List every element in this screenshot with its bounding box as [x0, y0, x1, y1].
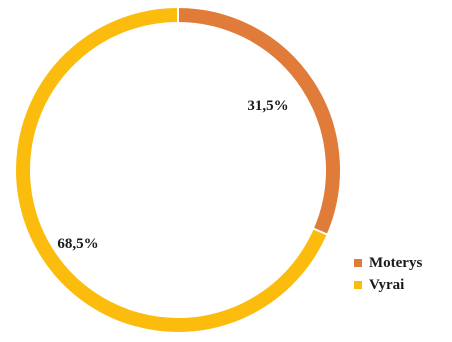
legend-swatch-vyrai: [354, 281, 362, 289]
legend-label-vyrai: Vyrai: [369, 276, 405, 293]
data-labels: 31,5% 68,5%: [57, 98, 288, 252]
legend-label-moterys: Moterys: [369, 254, 423, 271]
legend: Moterys Vyrai: [354, 253, 422, 295]
legend-item-vyrai: Vyrai: [354, 275, 422, 295]
data-label-vyrai: 68,5%: [57, 236, 98, 252]
donut-slices: [14, 5, 342, 334]
donut-slice-moterys: [177, 5, 342, 237]
legend-swatch-moterys: [354, 259, 362, 267]
data-label-moterys: 31,5%: [247, 98, 288, 114]
legend-item-moterys: Moterys: [354, 253, 422, 273]
donut-slice-vyrai: [14, 5, 329, 334]
